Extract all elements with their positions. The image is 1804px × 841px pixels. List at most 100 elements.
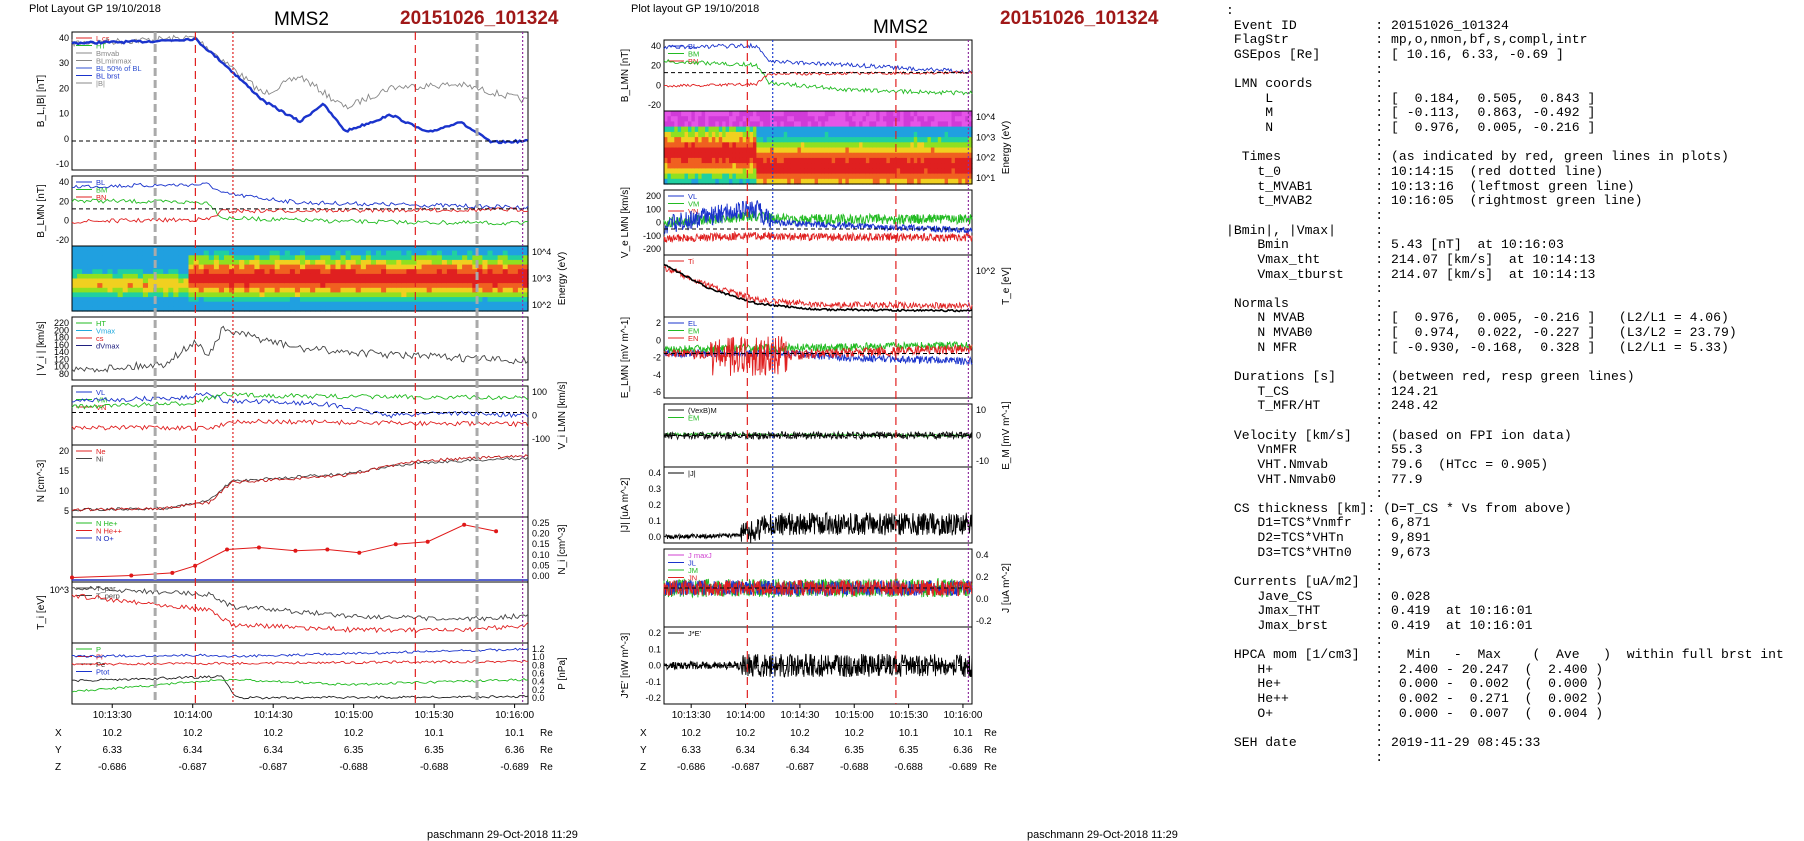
spectrogram-cell	[137, 269, 144, 275]
spectrogram-cell	[691, 121, 696, 128]
spectrogram-cell	[862, 163, 867, 169]
y-tick-label: 0.1	[648, 644, 661, 654]
spectrogram-cell	[831, 157, 836, 164]
spectrogram-cell	[694, 168, 699, 175]
legend-label: (VexB)M	[688, 406, 717, 415]
spectrogram-cell	[701, 116, 706, 122]
spectrogram-cell	[807, 126, 812, 133]
spectrogram-cell	[722, 137, 727, 143]
spectrogram-cell	[742, 137, 747, 143]
spectrogram-cell	[739, 152, 744, 159]
spectrogram-cell	[117, 287, 124, 293]
spectrogram-cell	[725, 137, 730, 143]
spectrogram-cell	[224, 246, 230, 252]
spectrogram-cell	[865, 121, 870, 128]
spectrogram-cell	[688, 111, 692, 117]
spectrogram-cell	[87, 306, 93, 312]
info-line: He++ : 0.002 - 0.271 ( 0.002 )	[1226, 691, 1604, 707]
spectrogram-cell	[462, 292, 468, 298]
spectrogram-cell	[893, 147, 898, 154]
spectrogram-cell	[203, 301, 210, 307]
y-tick-label-right: 100	[532, 387, 547, 397]
spectrogram-cell	[780, 163, 785, 169]
spectrogram-cell	[117, 301, 124, 307]
spectrogram-cell	[954, 116, 959, 122]
spectrogram-cell	[198, 283, 205, 289]
left-plot-title: MMS2	[274, 9, 329, 30]
coord-value: 10.2	[790, 728, 810, 739]
spectrogram-cell	[862, 178, 867, 185]
spectrogram-cell	[838, 173, 843, 180]
spectrogram-cell	[406, 306, 413, 312]
spectrogram-cell	[360, 273, 367, 280]
spectrogram-cell	[674, 173, 679, 180]
spectrogram-cell	[684, 147, 689, 154]
spectrogram-cell	[411, 259, 418, 266]
spectrogram-cell	[821, 157, 826, 164]
spectrogram-cell	[804, 126, 809, 133]
spectrogram-cell	[691, 147, 696, 154]
spectrogram-cell	[330, 278, 337, 284]
spectrogram-cell	[824, 157, 829, 164]
spectrogram-cell	[883, 163, 887, 169]
spectrogram-cell	[355, 287, 362, 293]
spectrogram-cell	[701, 173, 706, 180]
spectrogram-cell	[411, 246, 418, 252]
spectrogram-cell	[102, 287, 109, 293]
spectrogram-cell	[249, 292, 255, 298]
spectrogram-cell	[814, 178, 819, 185]
spectrogram-cell	[472, 306, 478, 312]
spectrogram-cell	[218, 269, 225, 275]
spectrogram-cell	[350, 297, 357, 303]
spectrogram-cell	[158, 269, 164, 275]
spectrogram-cell	[487, 269, 494, 275]
spectrogram-cell	[759, 111, 764, 117]
spectrogram-cell	[173, 306, 179, 312]
spectrogram-cell	[664, 157, 668, 164]
spectrogram-cell	[705, 163, 710, 169]
spectrogram-cell	[132, 306, 139, 312]
series-line	[663, 347, 973, 366]
spectrogram-cell	[783, 152, 788, 159]
spectrogram-cell	[507, 297, 514, 303]
spectrogram-cell	[859, 147, 864, 154]
coord-value: -0.688	[894, 762, 923, 773]
spectrogram-cell	[102, 269, 109, 275]
spectrogram-cell	[239, 283, 245, 289]
spectrogram-cell	[173, 246, 179, 252]
y-tick-label-right: 0.00	[532, 571, 550, 581]
spectrogram-cell	[462, 259, 468, 266]
x-tick-label: 10:14:00	[726, 710, 765, 721]
spectrogram-cell	[441, 273, 448, 280]
spectrogram-cell	[218, 292, 225, 298]
spectrogram-cell	[158, 292, 164, 298]
spectrogram-cell	[869, 168, 874, 175]
spectrogram-cell	[763, 178, 768, 185]
spectrogram-cell	[937, 157, 942, 164]
spectrogram-cell	[756, 116, 761, 122]
spectrogram-cell	[87, 301, 93, 307]
spectrogram-cell	[173, 250, 179, 256]
spectrogram-cell	[446, 306, 453, 312]
spectrogram-cell	[855, 152, 860, 159]
spectrogram-cell	[462, 278, 468, 284]
y-tick-label: 30	[59, 58, 69, 68]
spectrogram-cell	[865, 126, 870, 133]
spectrogram-cell	[903, 121, 908, 128]
spectrogram-cell	[117, 292, 124, 298]
spectrogram-cell	[132, 292, 139, 298]
spectrogram-cell	[753, 126, 757, 133]
spectrogram-cell	[759, 173, 764, 180]
spectrogram-cell	[787, 116, 792, 122]
spectrogram-cell	[773, 142, 778, 149]
spectrogram-cell	[790, 126, 795, 133]
spectrogram-cell	[376, 287, 382, 293]
spectrogram-cell	[828, 121, 833, 128]
spectrogram-cell	[855, 157, 860, 164]
spectrogram-cell	[848, 163, 853, 169]
spectrogram-cell	[436, 264, 443, 270]
y-tick-label-right: 0.2	[532, 685, 545, 695]
spectrogram-cell	[941, 173, 946, 180]
spectrogram-cell	[350, 306, 357, 312]
